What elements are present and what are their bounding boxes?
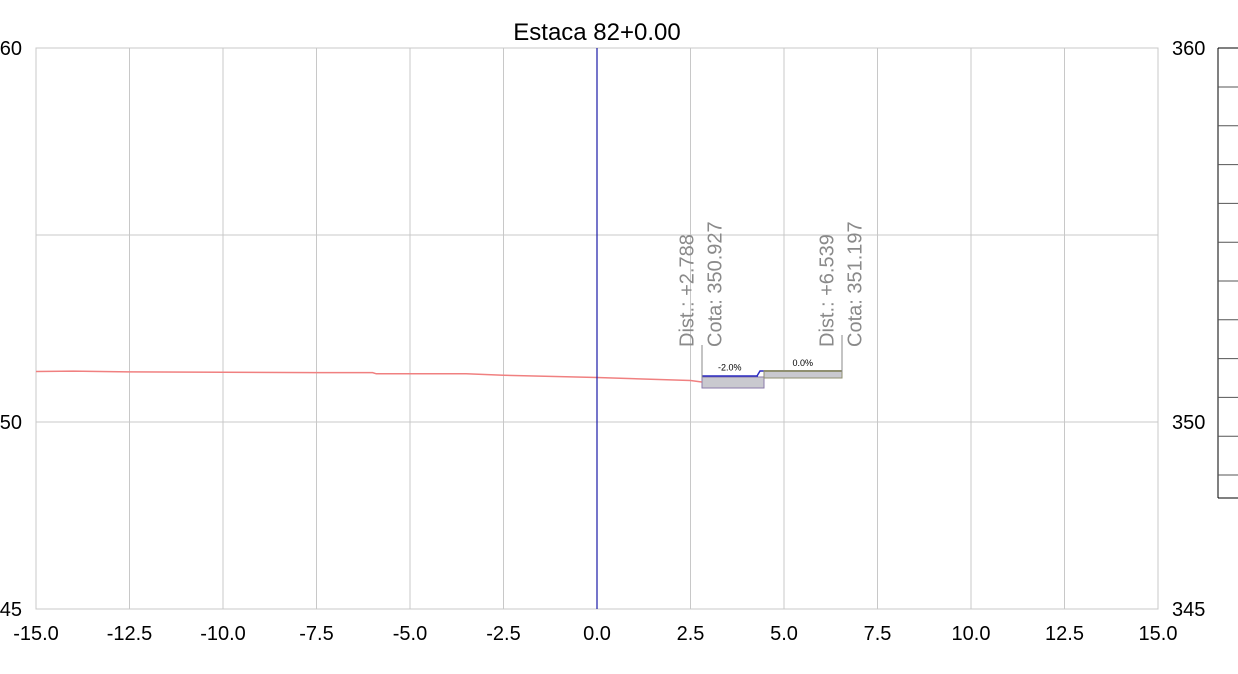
annotation-cota: Cota: 350.927 (704, 221, 726, 347)
side-scale-box (1217, 47, 1238, 499)
y-tick-label-left: 50 (0, 412, 22, 434)
annotation-dist: Dist.: +2.788 (676, 234, 698, 347)
x-tick-label: -10.0 (200, 623, 246, 645)
slope-label: 0.0% (792, 358, 813, 368)
x-axis-tick-labels: -15.0 -12.5 -10.0 -7.5 -5.0 -2.5 0.0 2.5 5.0 7.5 1… (13, 623, 1177, 645)
x-tick-label: -12.5 (107, 623, 153, 645)
x-tick-label: -2.5 (486, 623, 520, 645)
x-tick-label: 15.0 (1139, 623, 1178, 645)
annotation-cota: Cota: 351.197 (845, 221, 867, 347)
x-tick-label: 2.5 (677, 623, 705, 645)
station-annotations: Dist.: +2.788 Cota: 350.927 Dist.: +6.539 C… (676, 221, 866, 347)
chart-title: Estaca 82+0.00 (513, 19, 680, 46)
y-tick-label-right: 360 (1172, 38, 1205, 60)
curb-step (756, 370, 764, 377)
annotation-dist: Dist.: +6.539 (817, 234, 839, 347)
x-tick-label: -7.5 (299, 623, 333, 645)
slope-label: -2.0% (718, 362, 742, 372)
y-tick-label-right: 345 (1172, 599, 1205, 621)
y-tick-label-left: 60 (0, 38, 22, 60)
slope-labels: -2.0% 0.0% (718, 358, 813, 372)
pavement-layer-left (701, 376, 765, 389)
x-tick-label: 5.0 (770, 623, 798, 645)
x-tick-label: 10.0 (952, 623, 991, 645)
y-tick-label-left: 45 (0, 599, 22, 621)
x-tick-label: 0.0 (583, 623, 611, 645)
x-tick-label: -5.0 (393, 623, 427, 645)
pavement-layer-right (763, 370, 843, 379)
y-tick-label-right: 350 (1172, 412, 1205, 434)
x-tick-label: 7.5 (864, 623, 892, 645)
terrain-profile-line (35, 370, 702, 383)
y-axis-tick-labels: 45 50 60 345 350 360 (0, 38, 1205, 621)
road-structure (701, 335, 843, 389)
x-tick-label: -15.0 (13, 623, 59, 645)
x-tick-label: 12.5 (1045, 623, 1084, 645)
